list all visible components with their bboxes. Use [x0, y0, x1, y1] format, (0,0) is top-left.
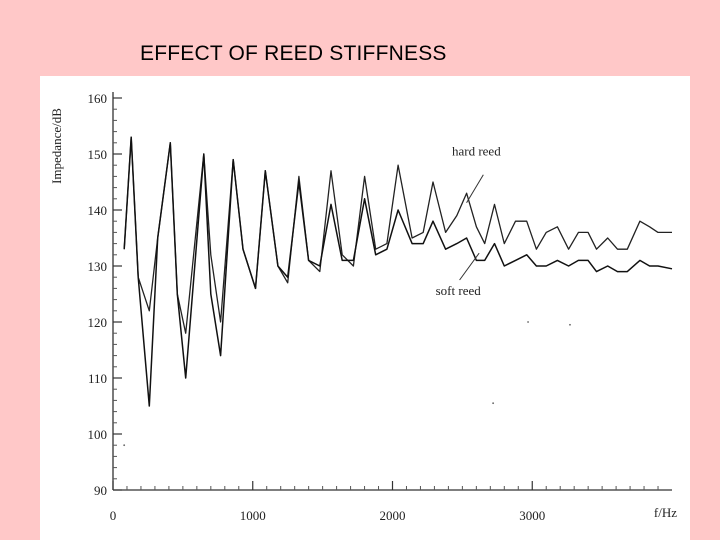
chart-figure: 90 100 110 120 130 140 150 160 0 1000 2000 3000 Imp… — [40, 76, 690, 540]
scan-speck — [492, 402, 495, 405]
x-tick-label: 2000 — [380, 508, 406, 523]
scan-speck — [527, 321, 529, 323]
y-tick-label: 130 — [88, 259, 108, 274]
y-tick-label: 140 — [88, 203, 108, 218]
chart-svg: 90 100 110 120 130 140 150 160 0 1000 2000 3000 Imp… — [49, 91, 677, 523]
soft-reed-annotation: soft reed — [436, 283, 482, 298]
y-tick-label: 90 — [94, 483, 107, 498]
x-tick-label: 0 — [110, 508, 117, 523]
y-axis-title: Impedance/dB — [49, 108, 64, 184]
tick-labels: 90 100 110 120 130 140 150 160 0 1000 2000 3000 — [88, 91, 546, 523]
chart-axes — [112, 92, 672, 491]
x-tick-label: 3000 — [519, 508, 545, 523]
y-tick-label: 150 — [88, 147, 108, 162]
hard-reed-annotation: hard reed — [452, 144, 501, 159]
x-tick-label: 1000 — [240, 508, 266, 523]
slide-title: EFFECT OF REED STIFFNESS — [140, 42, 447, 65]
y-tick-label: 160 — [88, 91, 108, 106]
hard-reed-pointer — [466, 174, 484, 203]
y-tick-label: 120 — [88, 315, 108, 330]
y-tick-label: 100 — [88, 427, 108, 442]
series-lines — [123, 136, 673, 447]
soft-reed-pointer — [459, 252, 480, 281]
ticks — [112, 97, 659, 491]
scan-speck — [569, 323, 571, 326]
hard-reed-line — [123, 136, 672, 334]
x-axis-title: f/Hz — [654, 505, 677, 520]
y-tick-label: 110 — [88, 371, 107, 386]
scan-speck — [123, 444, 126, 447]
soft-reed-line — [123, 136, 673, 407]
